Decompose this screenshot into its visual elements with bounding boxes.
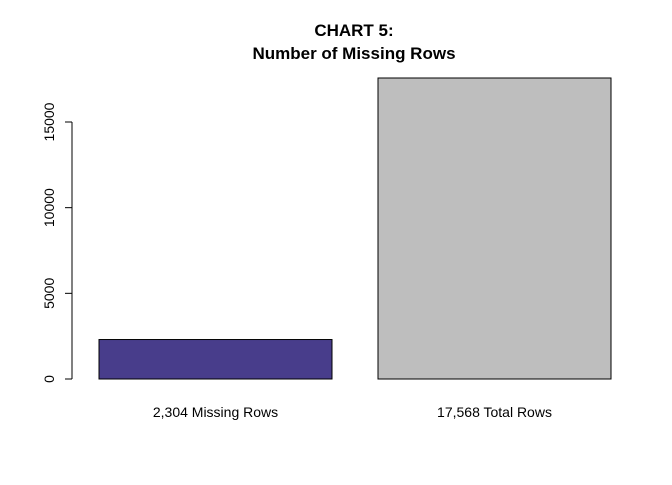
bars <box>98 77 612 380</box>
x-category-label: 17,568 Total Rows <box>437 404 552 420</box>
y-tick-label: 15000 <box>41 102 57 141</box>
bar <box>377 77 612 380</box>
x-category-label: 2,304 Missing Rows <box>153 404 278 420</box>
bar <box>98 339 333 380</box>
y-axis: 0 5000 10000 15000 <box>41 102 73 383</box>
x-axis-labels: 2,304 Missing Rows 17,568 Total Rows <box>153 404 552 420</box>
y-tick-label: 0 <box>41 375 57 383</box>
y-tick-label: 10000 <box>41 188 57 227</box>
chart-subtitle: Number of Missing Rows <box>252 44 455 63</box>
chart-title: CHART 5: <box>314 21 393 40</box>
y-tick-label: 5000 <box>41 278 57 309</box>
